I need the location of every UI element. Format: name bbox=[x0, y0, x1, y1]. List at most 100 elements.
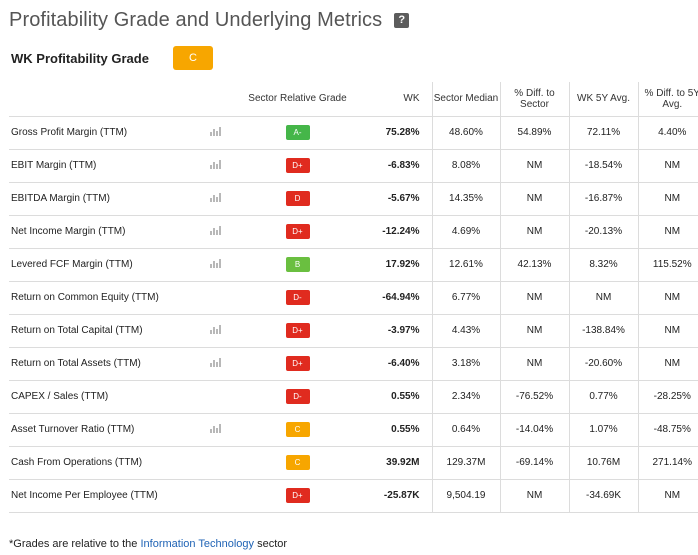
metric-name[interactable]: EBIT Margin (TTM) bbox=[9, 148, 202, 182]
sector-median-value: 3.18% bbox=[431, 346, 500, 380]
sector-median-value: 0.64% bbox=[431, 412, 500, 446]
diff-sector-value: 42.13% bbox=[499, 247, 569, 281]
metric-name[interactable]: EBITDA Margin (TTM) bbox=[9, 181, 202, 215]
chart-cell bbox=[202, 247, 229, 281]
diff-sector-value: 54.89% bbox=[499, 115, 569, 149]
grade-badge: D+ bbox=[285, 158, 310, 173]
metric-name[interactable]: Asset Turnover Ratio (TTM) bbox=[9, 412, 202, 446]
bar-chart-icon[interactable] bbox=[210, 324, 221, 334]
diff-5y-value: 115.52% bbox=[637, 247, 698, 281]
bar-chart-icon[interactable] bbox=[210, 357, 221, 367]
wk-value: -6.40% bbox=[366, 346, 432, 380]
avg-5y-value: -18.54% bbox=[568, 148, 638, 182]
grade-cell: B bbox=[229, 247, 366, 281]
wk-value: 0.55% bbox=[366, 379, 432, 413]
avg-5y-value: 72.11% bbox=[568, 115, 638, 149]
table-row: Levered FCF Margin (TTM) B 17.92% 12.61% 42.… bbox=[9, 247, 698, 281]
sector-link[interactable]: Information Technology bbox=[140, 538, 255, 550]
table-row: Net Income Margin (TTM) D+ -12.24% 4.69% NM -… bbox=[9, 214, 698, 248]
bar-chart-icon[interactable] bbox=[210, 159, 221, 169]
chart-cell bbox=[202, 346, 229, 380]
chart-cell bbox=[202, 445, 229, 479]
table-row: Return on Total Assets (TTM) D+ -6.40% 3.18… bbox=[9, 346, 698, 380]
avg-5y-value: -16.87% bbox=[568, 181, 638, 215]
chart-cell bbox=[202, 115, 229, 149]
bar-chart-icon[interactable] bbox=[210, 258, 221, 268]
bar-chart-icon[interactable] bbox=[210, 423, 221, 433]
table-row: Return on Total Capital (TTM) D+ -3.97% 4.4… bbox=[9, 313, 698, 347]
metric-name[interactable]: Return on Total Capital (TTM) bbox=[9, 313, 202, 347]
metric-name[interactable]: Return on Common Equity (TTM) bbox=[9, 280, 202, 314]
footnote-text: *Grades are relative to the bbox=[9, 538, 141, 550]
bar-chart-icon[interactable] bbox=[210, 225, 221, 235]
diff-5y-value: NM bbox=[637, 313, 698, 347]
column-header-wk: WK bbox=[403, 93, 420, 105]
grade-badge: D bbox=[285, 191, 310, 206]
grade-badge: B bbox=[285, 257, 310, 272]
metric-name[interactable]: Net Income Per Employee (TTM) bbox=[9, 478, 202, 513]
diff-5y-value: NM bbox=[637, 280, 698, 314]
chart-cell bbox=[202, 148, 229, 182]
table-row: Cash From Operations (TTM) C 39.92M 129.37M… bbox=[9, 445, 698, 479]
metric-name[interactable]: CAPEX / Sales (TTM) bbox=[9, 379, 202, 413]
grade-cell: D- bbox=[229, 379, 366, 413]
grade-cell: D+ bbox=[229, 214, 366, 248]
sector-median-value: 48.60% bbox=[431, 115, 500, 149]
diff-sector-value: NM bbox=[499, 478, 569, 513]
sector-median-value: 6.77% bbox=[431, 280, 500, 314]
page-title: Profitability Grade and Underlying Metri… bbox=[9, 8, 383, 31]
table-row: EBIT Margin (TTM) D+ -6.83% 8.08% NM -18.54% N… bbox=[9, 148, 698, 182]
bar-chart-icon[interactable] bbox=[210, 192, 221, 202]
chart-cell bbox=[202, 181, 229, 215]
diff-sector-value: NM bbox=[499, 313, 569, 347]
avg-5y-value: -138.84% bbox=[568, 313, 638, 347]
table-header-row: Sector Relative Grade WK Sector Median %… bbox=[9, 82, 698, 116]
avg-5y-value: 8.32% bbox=[568, 247, 638, 281]
metric-name[interactable]: Gross Profit Margin (TTM) bbox=[9, 115, 202, 149]
diff-5y-value: NM bbox=[637, 214, 698, 248]
grade-cell: C bbox=[229, 412, 366, 446]
grade-line: WK Profitability Grade bbox=[11, 45, 149, 71]
metrics-table: Sector Relative Grade WK Sector Median %… bbox=[9, 82, 698, 513]
grade-badge: D+ bbox=[285, 356, 310, 371]
diff-sector-value: NM bbox=[499, 148, 569, 182]
bar-chart-icon[interactable] bbox=[210, 126, 221, 136]
sector-median-value: 12.61% bbox=[431, 247, 500, 281]
avg-5y-value: -34.69K bbox=[568, 478, 638, 513]
metric-name[interactable]: Return on Total Assets (TTM) bbox=[9, 346, 202, 380]
grade-badge: C bbox=[285, 455, 310, 470]
column-header-grade: Sector Relative Grade bbox=[248, 93, 347, 105]
sector-median-value: 2.34% bbox=[431, 379, 500, 413]
wk-value: 17.92% bbox=[366, 247, 432, 281]
wk-value: -3.97% bbox=[366, 313, 432, 347]
grade-badge: D+ bbox=[285, 323, 310, 338]
chart-cell bbox=[202, 412, 229, 446]
wk-value: 39.92M bbox=[366, 445, 432, 479]
overall-grade-badge: C bbox=[173, 46, 213, 70]
grade-badge: C bbox=[285, 422, 310, 437]
column-header-diff-5y: % Diff. to 5Y Avg. bbox=[637, 82, 698, 116]
table-row: CAPEX / Sales (TTM) D- 0.55% 2.34% -76.52% 0.… bbox=[9, 379, 698, 413]
wk-value: -12.24% bbox=[366, 214, 432, 248]
metric-name[interactable]: Levered FCF Margin (TTM) bbox=[9, 247, 202, 281]
avg-5y-value: NM bbox=[568, 280, 638, 314]
question-icon[interactable]: ? bbox=[394, 12, 410, 28]
sector-median-value: 4.69% bbox=[431, 214, 500, 248]
diff-sector-value: NM bbox=[499, 214, 569, 248]
diff-sector-value: -69.14% bbox=[499, 445, 569, 479]
grade-cell: D+ bbox=[229, 346, 366, 380]
sector-median-value: 8.08% bbox=[431, 148, 500, 182]
avg-5y-value: -20.60% bbox=[568, 346, 638, 380]
sector-median-value: 9,504.19 bbox=[431, 478, 500, 513]
metric-name[interactable]: Net Income Margin (TTM) bbox=[9, 214, 202, 248]
metric-name[interactable]: Cash From Operations (TTM) bbox=[9, 445, 202, 479]
diff-sector-value: NM bbox=[499, 181, 569, 215]
sector-median-value: 129.37M bbox=[431, 445, 500, 479]
chart-cell bbox=[202, 313, 229, 347]
table-row: EBITDA Margin (TTM) D -5.67% 14.35% NM -16.87… bbox=[9, 181, 698, 215]
header: Profitability Grade and Underlying Metri… bbox=[9, 6, 410, 34]
diff-5y-value: 4.40% bbox=[637, 115, 698, 149]
grade-badge: D- bbox=[285, 290, 310, 305]
diff-sector-value: NM bbox=[499, 280, 569, 314]
diff-5y-value: 271.14% bbox=[637, 445, 698, 479]
